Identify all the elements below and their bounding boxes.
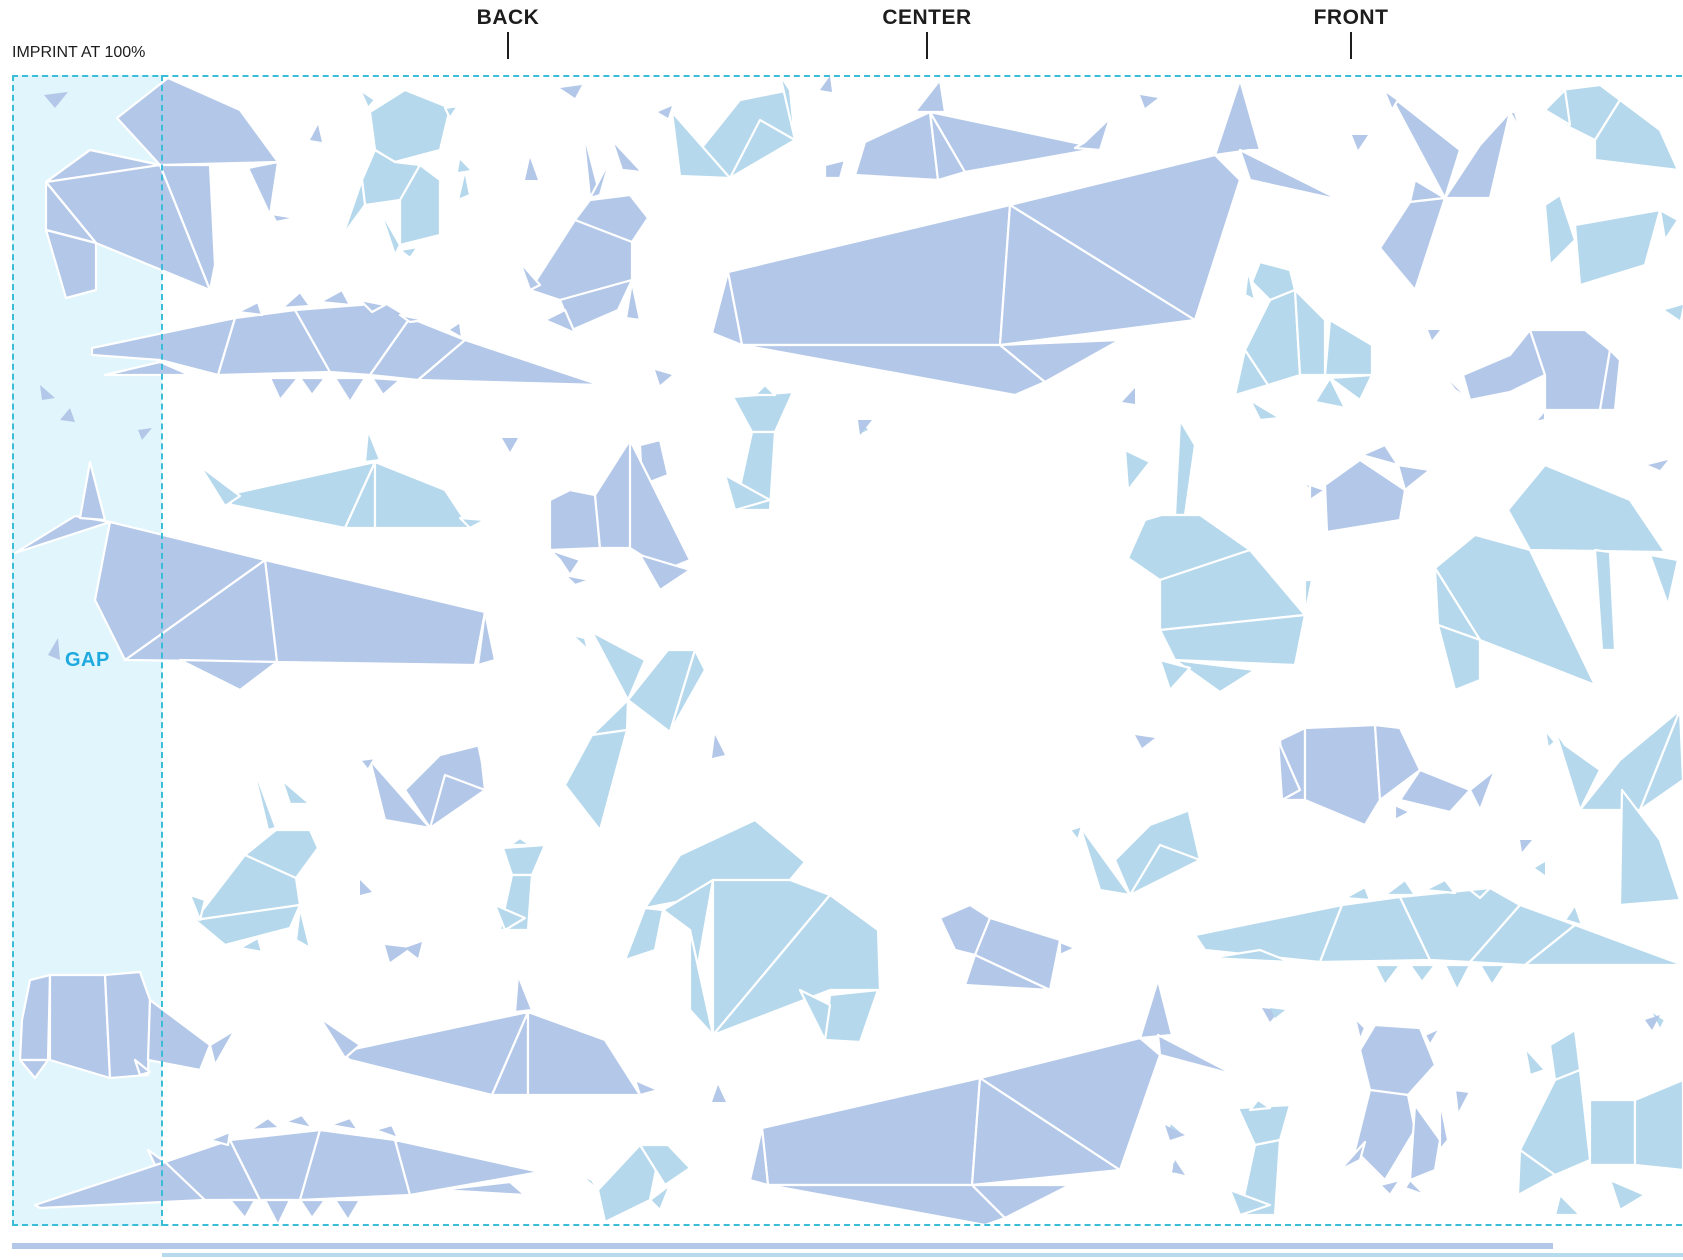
center-marker-tick (926, 32, 928, 59)
back-marker-tick (507, 32, 509, 59)
confetti-triangles-light (458, 160, 1683, 1018)
origami-fox-6 (1166, 1098, 1292, 1217)
origami-rabbit-3 (188, 761, 320, 954)
origami-crocodile-1 (90, 288, 602, 404)
origami-swan-2 (358, 728, 490, 830)
gap-label: GAP (65, 649, 110, 671)
origami-whale-3 (748, 978, 1237, 1226)
origami-bird-3 (1543, 708, 1683, 907)
origami-dolphin-3 (318, 973, 660, 1097)
origami-rhino-2 (1276, 723, 1497, 827)
origami-turtle-1 (1543, 83, 1680, 287)
origami-cat-1 (341, 88, 472, 260)
imprint-scale-label: IMPRINT AT 100% (12, 44, 146, 61)
origami-bird-1 (1378, 88, 1522, 292)
origami-rabbit-1 (518, 128, 650, 335)
front-marker-label: FRONT (1313, 6, 1389, 29)
origami-whale-2 (13, 460, 497, 692)
origami-dolphin-1 (823, 78, 1112, 182)
origami-rhino-1 (1438, 328, 1622, 424)
back-marker-label: BACK (476, 6, 540, 29)
origami-swan-3 (1068, 793, 1202, 897)
origami-crocodile-3 (33, 1113, 542, 1226)
origami-bear-2 (18, 970, 237, 1080)
origami-fox-5 (578, 1143, 692, 1224)
origami-squirrel-1 (548, 438, 692, 592)
origami-swan-1 (670, 75, 797, 180)
origami-fox-4 (938, 903, 1077, 992)
origami-bear-1 (44, 76, 298, 300)
front-edge-bar (162, 1253, 1683, 1257)
center-marker-label: CENTER (882, 6, 972, 29)
origami-elephant-2 (623, 818, 882, 1044)
back-edge-bar (12, 1243, 1553, 1249)
origami-whale-1 (710, 78, 1342, 397)
origami-elephant-1 (1433, 463, 1680, 692)
front-marker-tick (1350, 32, 1352, 59)
origami-fox-3 (493, 836, 547, 932)
origami-fox-2 (1298, 443, 1432, 534)
imprint-area-border (12, 75, 1683, 1226)
origami-dog-2 (1516, 1008, 1683, 1217)
origami-cat-2 (1338, 1016, 1472, 1197)
origami-dog-1 (1233, 260, 1374, 422)
origami-dolphin-2 (198, 428, 487, 530)
origami-rabbit-2 (1123, 418, 1314, 694)
gap-divider-line (161, 75, 163, 1226)
confetti-triangles (40, 76, 1668, 1175)
origami-bird-2 (563, 630, 707, 832)
origami-crocodile-2 (1193, 878, 1683, 992)
